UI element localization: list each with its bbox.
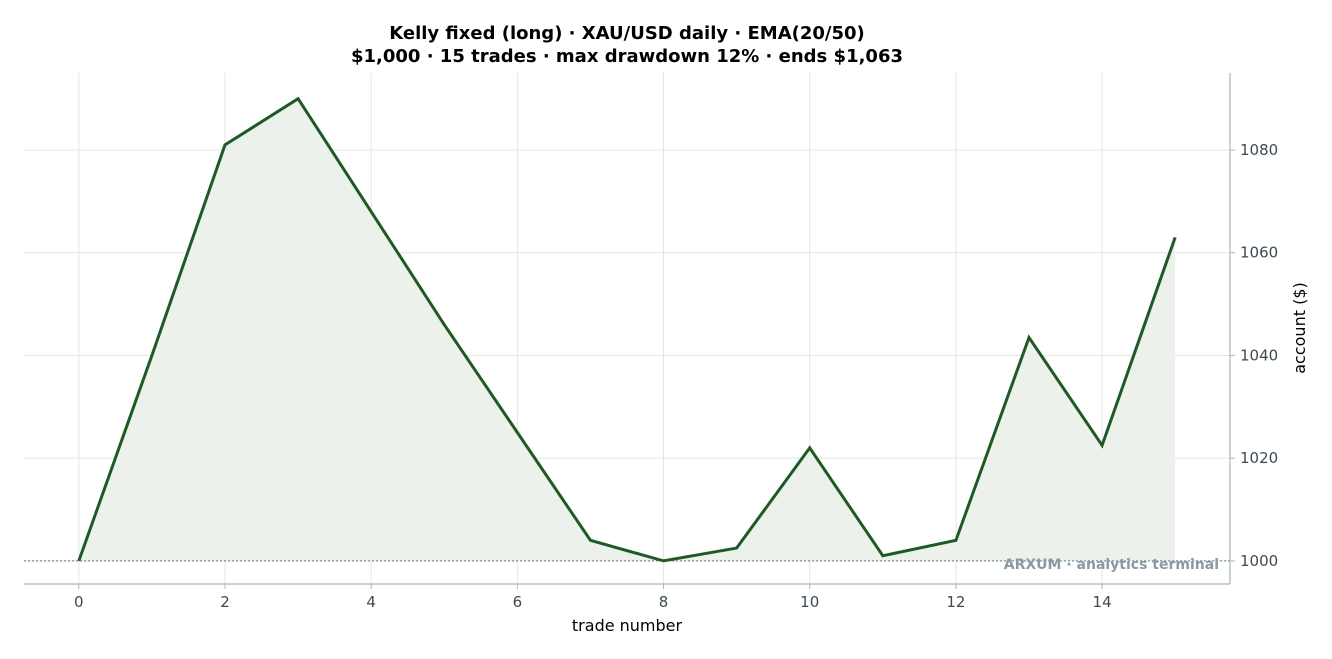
chart-subtitle: $1,000 · 15 trades · max drawdown 12% · … — [351, 46, 903, 67]
chart-title: Kelly fixed (long) · XAU/USD daily · EMA… — [389, 23, 865, 44]
y-tick-label: 1000 — [1240, 552, 1278, 570]
y-tick-label: 1020 — [1240, 449, 1278, 467]
x-tick-label: 4 — [366, 593, 376, 611]
axes — [24, 73, 1235, 589]
watermark: ARXUM · analytics terminal — [1004, 557, 1219, 573]
y-tick-label: 1060 — [1240, 244, 1278, 262]
y-tick-label: 1040 — [1240, 346, 1278, 364]
x-tick-label: 2 — [220, 593, 230, 611]
x-tick-label: 0 — [74, 593, 84, 611]
x-tick-label: 10 — [800, 593, 819, 611]
y-tick-label: 1080 — [1240, 141, 1278, 159]
y-axis-label: account ($) — [1290, 282, 1309, 374]
x-axis-label: trade number — [572, 616, 683, 635]
x-tick-labels: 0 2 4 6 8 10 12 14 — [74, 593, 1112, 611]
equity-area — [78, 98, 1176, 561]
x-tick-label: 14 — [1093, 593, 1112, 611]
equity-line — [77, 96, 1177, 563]
x-tick-label: 12 — [946, 593, 965, 611]
x-tick-label: 8 — [659, 593, 669, 611]
y-tick-labels: 1000 1020 1040 1060 1080 — [1240, 141, 1278, 570]
x-tick-label: 6 — [513, 593, 523, 611]
